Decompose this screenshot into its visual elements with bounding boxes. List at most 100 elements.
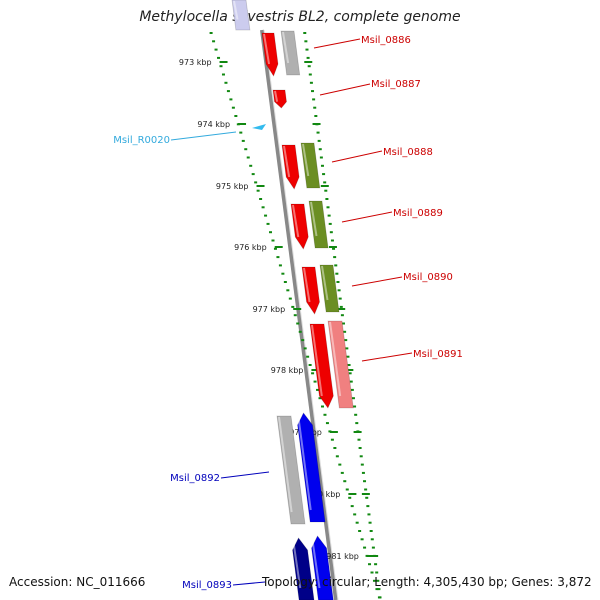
tick-mark (347, 364, 351, 366)
tick-mark (219, 65, 223, 68)
tick-mark (324, 189, 328, 192)
kbp-tick-label: 980 kbp (308, 490, 341, 499)
kbp-major-tick (293, 308, 302, 310)
kbp-major-tick (337, 308, 346, 310)
tick-mark (320, 405, 324, 408)
gene-label-msil-0892: Msil_0892 (170, 473, 220, 484)
tick-mark (313, 106, 317, 109)
tick-mark (329, 231, 333, 234)
tick-mark (308, 73, 312, 76)
tick-mark (317, 139, 321, 142)
gene-label-msil-r0020: Msil_R0020 (113, 135, 170, 146)
kbp-major-tick (311, 369, 320, 371)
feature-gene-msil-0893-shine (311, 536, 321, 589)
label-leaders (170, 38, 413, 586)
tick-mark (301, 339, 305, 342)
kbp-major-tick (353, 431, 362, 433)
feature-gene-msil-0888-shine (283, 145, 291, 178)
tick-mark (351, 397, 355, 400)
tick-mark (336, 281, 340, 283)
tick-mark (308, 364, 312, 366)
tick-mark (372, 579, 376, 582)
tick-mark (226, 90, 230, 93)
feature-rrna-msil-r0020 (252, 124, 266, 130)
tick-mark (370, 538, 374, 541)
tick-mark (323, 181, 327, 184)
kbp-tick-label: 975 kbp (216, 182, 249, 191)
leader-line-msil-0889 (341, 211, 393, 223)
kbp-major-tick (329, 431, 338, 433)
tick-mark (261, 206, 265, 209)
tick-mark (363, 480, 367, 483)
tick-mark (266, 222, 270, 225)
leader-line-msil-r0020 (170, 131, 237, 141)
tick-mark (256, 189, 260, 192)
tick-mark (303, 32, 307, 34)
kbp-tick-label: 974 kbp (197, 120, 230, 129)
tick-mark (348, 372, 352, 375)
feature-gene-msil-0893 (311, 535, 334, 600)
tick-mark (221, 73, 225, 76)
tick-mark (296, 322, 300, 325)
tick-mark (234, 115, 238, 117)
genome-title: Methylocella silvestris BL2, complete ge… (139, 9, 461, 25)
feature-gene-msil-0890-partner (319, 264, 340, 313)
feature-gene-msil-0886 (261, 32, 279, 77)
tick-mark (332, 247, 336, 250)
tick-mark (353, 513, 357, 516)
tick-mark (368, 521, 372, 524)
kbp-major-tick (328, 246, 337, 248)
tick-mark (254, 181, 258, 184)
tick-mark (212, 40, 216, 43)
kbp-major-tick (256, 185, 265, 187)
gene-label-msil-0887: Msil_0887 (371, 79, 421, 90)
tick-mark (304, 40, 308, 43)
tick-mark (313, 380, 317, 383)
tick-mark (311, 372, 315, 375)
tick-mark (286, 289, 290, 292)
tick-mark (251, 173, 255, 176)
feature-gene-msil-0892-partner-shine (278, 416, 293, 513)
feature-gene-msil-0887-shine (274, 90, 279, 102)
feature-gene-msil-0886-shine (263, 33, 271, 65)
kbp-scale: 973 kbp 974 kbp 975 kbp 976 kbp 977 kbp 978 k… (179, 58, 379, 561)
tick-mark (335, 272, 339, 275)
tick-mark (342, 322, 345, 325)
tick-mark (217, 56, 221, 59)
tick-mark (358, 530, 362, 532)
tick-mark (328, 222, 332, 225)
genome-backbone (260, 29, 338, 600)
feature-gene-msil-0887 (272, 89, 287, 109)
gene-label-msil-0886: Msil_0886 (361, 35, 411, 46)
tick-mark (349, 380, 353, 383)
tick-mark (330, 438, 334, 441)
tick-mark (333, 447, 337, 449)
leader-line-msil-0887 (319, 83, 371, 96)
tick-mark (306, 56, 310, 59)
tick-mark (335, 455, 339, 458)
kbp-tick-label: 981 kbp (326, 552, 359, 561)
tick-mark (339, 305, 343, 308)
tick-mark (348, 496, 352, 499)
tick-mark (374, 563, 378, 566)
accession-text: Accession: NC_011666 (9, 575, 146, 589)
tick-mark (330, 239, 334, 242)
tick-mark (338, 297, 342, 300)
tick-mark (337, 289, 341, 292)
tick-mark (358, 447, 362, 449)
tick-mark (319, 156, 323, 159)
leader-line-msil-0886 (313, 38, 361, 49)
feature-gene-msil-0890-partner-shine (321, 265, 329, 301)
tick-mark (355, 521, 359, 524)
tick-mark (306, 355, 310, 358)
tick-mark (316, 131, 320, 134)
tick-mark (309, 81, 313, 84)
tick-mark (259, 198, 263, 200)
tick-mark (320, 164, 324, 167)
feature-gene-msil-0888-partner-shine (302, 143, 310, 177)
feature-gene-msil-0892-partner (276, 415, 306, 525)
gene-label-msil-0890: Msil_0890 (403, 272, 453, 283)
tick-mark (375, 588, 379, 591)
kbp-major-tick (345, 369, 354, 371)
tick-mark (288, 297, 292, 300)
